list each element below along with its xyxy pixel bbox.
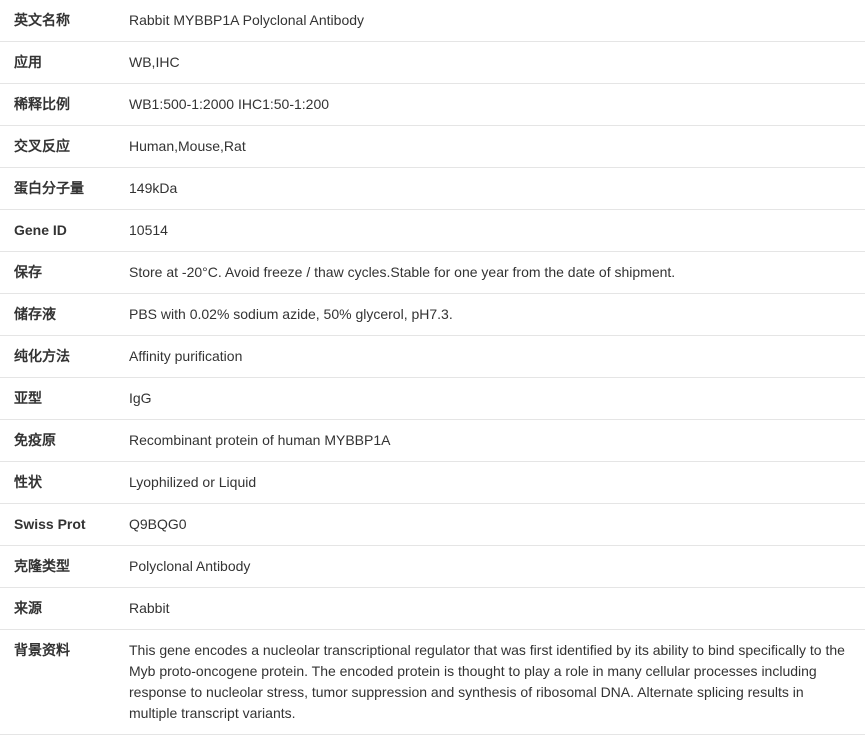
table-row: 背景资料 This gene encodes a nucleolar trans… [0,630,865,735]
row-value: WB,IHC [129,52,853,73]
row-value: 10514 [129,220,853,241]
row-label: 英文名称 [14,10,129,31]
row-value: Q9BQG0 [129,514,853,535]
row-label: 交叉反应 [14,136,129,157]
table-row: Gene ID 10514 [0,210,865,252]
table-row: 稀释比例 WB1:500-1:2000 IHC1:50-1:200 [0,84,865,126]
row-value: Rabbit MYBBP1A Polyclonal Antibody [129,10,853,31]
table-row: 来源 Rabbit [0,588,865,630]
table-row: 英文名称 Rabbit MYBBP1A Polyclonal Antibody [0,0,865,42]
table-row: 交叉反应 Human,Mouse,Rat [0,126,865,168]
row-label: 稀释比例 [14,94,129,115]
row-value: Store at -20°C. Avoid freeze / thaw cycl… [129,262,853,283]
spec-table: 英文名称 Rabbit MYBBP1A Polyclonal Antibody … [0,0,865,735]
row-value: Rabbit [129,598,853,619]
row-label: 来源 [14,598,129,619]
row-label: 性状 [14,472,129,493]
table-row: 克隆类型 Polyclonal Antibody [0,546,865,588]
row-value: IgG [129,388,853,409]
row-value: Human,Mouse,Rat [129,136,853,157]
table-row: 储存液 PBS with 0.02% sodium azide, 50% gly… [0,294,865,336]
row-label: Gene ID [14,220,129,241]
row-value: 149kDa [129,178,853,199]
row-value: Recombinant protein of human MYBBP1A [129,430,853,451]
row-value: This gene encodes a nucleolar transcript… [129,640,853,724]
row-label: 纯化方法 [14,346,129,367]
row-label: 蛋白分子量 [14,178,129,199]
table-row: 蛋白分子量 149kDa [0,168,865,210]
table-row: 免疫原 Recombinant protein of human MYBBP1A [0,420,865,462]
table-row: 亚型 IgG [0,378,865,420]
row-label: 储存液 [14,304,129,325]
row-value: Polyclonal Antibody [129,556,853,577]
table-row: Swiss Prot Q9BQG0 [0,504,865,546]
row-value: Affinity purification [129,346,853,367]
row-label: 免疫原 [14,430,129,451]
row-value: WB1:500-1:2000 IHC1:50-1:200 [129,94,853,115]
row-label: Swiss Prot [14,514,129,535]
table-row: 性状 Lyophilized or Liquid [0,462,865,504]
table-row: 纯化方法 Affinity purification [0,336,865,378]
row-label: 亚型 [14,388,129,409]
table-row: 应用 WB,IHC [0,42,865,84]
row-value: Lyophilized or Liquid [129,472,853,493]
row-label: 背景资料 [14,640,129,661]
table-row: 保存 Store at -20°C. Avoid freeze / thaw c… [0,252,865,294]
row-label: 克隆类型 [14,556,129,577]
row-value: PBS with 0.02% sodium azide, 50% glycero… [129,304,853,325]
row-label: 应用 [14,52,129,73]
row-label: 保存 [14,262,129,283]
